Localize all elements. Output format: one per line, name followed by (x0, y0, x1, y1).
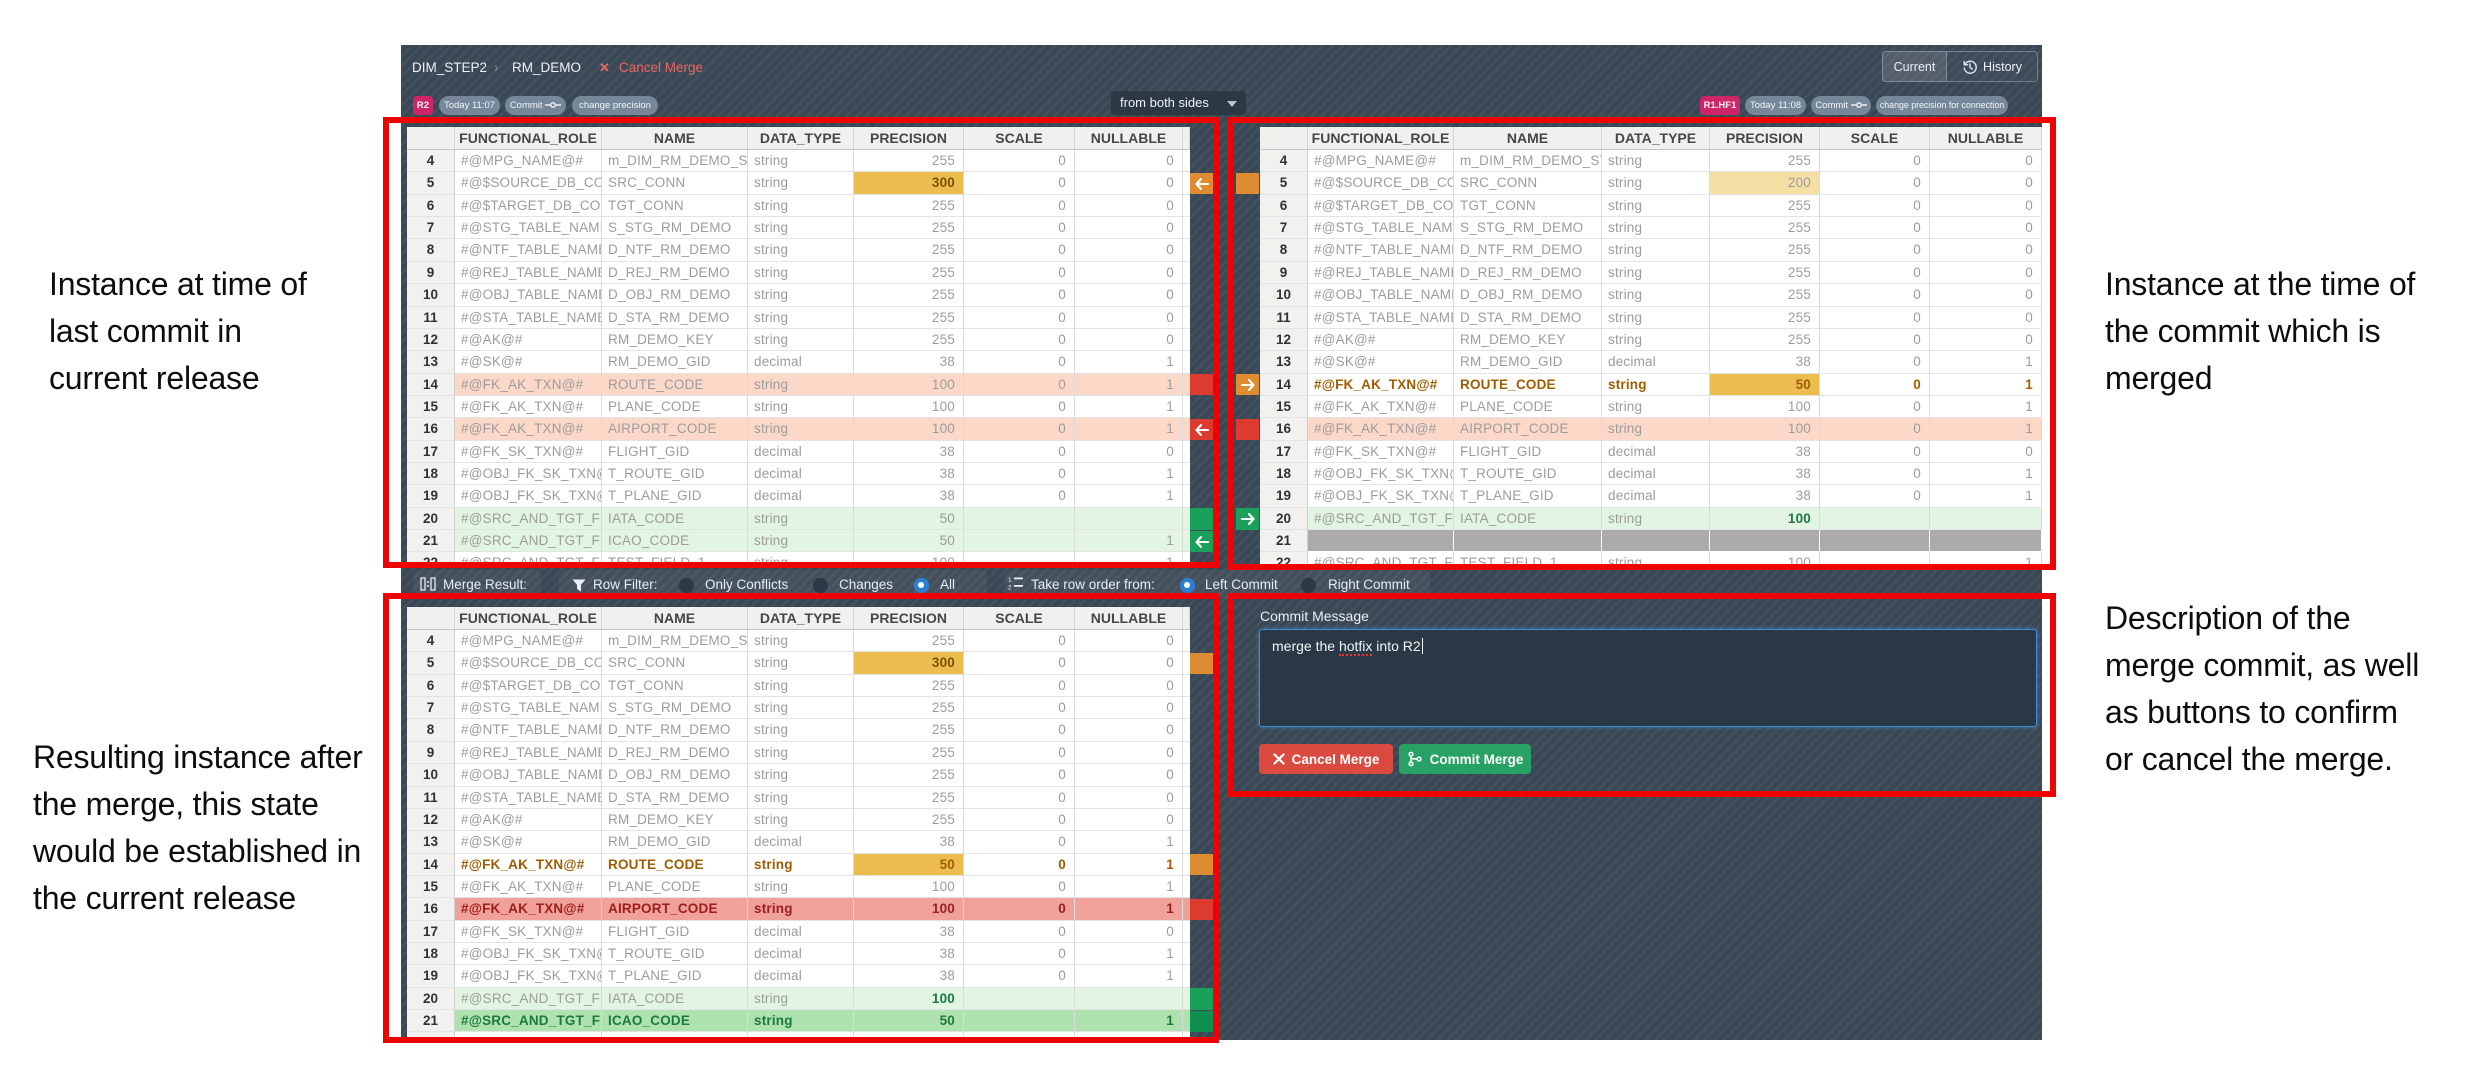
svg-text:1: 1 (1008, 577, 1012, 584)
svg-text:2: 2 (1008, 585, 1012, 591)
